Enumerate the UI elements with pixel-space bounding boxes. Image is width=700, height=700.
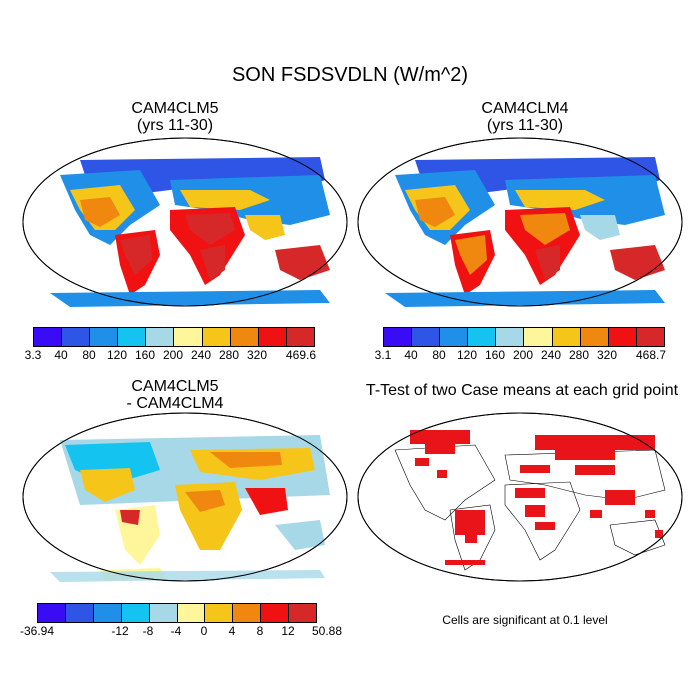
panel4-title: T-Test of two Case means at each grid po… [365, 382, 679, 399]
cb1-tick: 40 [54, 348, 68, 362]
cb2-tick: 120 [456, 348, 478, 362]
cb1-tick: 160 [134, 348, 156, 362]
cb2-tick: 40 [404, 348, 418, 362]
panel1-title-line2: (yrs 11-30) [136, 117, 214, 134]
figure-title: SON FSDSVDLN (W/m^2) [231, 64, 469, 86]
cb2-tick: 280 [568, 348, 590, 362]
panel1-map [22, 137, 348, 307]
colorbar3 [37, 603, 317, 623]
cb2-tick: 80 [432, 348, 446, 362]
cb3-tick: 8 [256, 624, 264, 638]
colorbar1 [33, 327, 315, 347]
cb2-tick: 240 [540, 348, 562, 362]
cb1-tick: 3.3 [24, 348, 42, 362]
cb3-tick: 12 [281, 624, 295, 638]
cb1-tick: 80 [82, 348, 96, 362]
panel3-title-line1: CAM4CLM5 [131, 378, 219, 395]
panel2-title: CAM4CLM4 (yrs 11-30) [425, 100, 625, 134]
significance-note: Cells are significant at 0.1 level [442, 613, 608, 627]
cb3-tick: -4 [170, 624, 182, 638]
panel2-title-line1: CAM4CLM4 [481, 100, 569, 117]
cb3-tick: -12 [111, 624, 129, 638]
cb2-tick: 3.1 [374, 348, 392, 362]
cb3-tick: -8 [142, 624, 154, 638]
cb1-tick: 320 [246, 348, 268, 362]
panel4-map [357, 412, 683, 582]
panel3-map [22, 412, 348, 582]
cb1-tick: 240 [190, 348, 212, 362]
colorbar1-ticks: 3.3 40 80 120 160 200 240 280 320 469.6 [25, 348, 317, 364]
cb3-tick: 0 [200, 624, 208, 638]
panel1-title: CAM4CLM5 (yrs 11-30) [75, 100, 275, 134]
colorbar2-ticks: 3.1 40 80 120 160 200 240 280 320 468.7 [375, 348, 667, 364]
panel3-title-line2: - CAM4CLM4 [126, 395, 224, 412]
cb1-tick: 280 [218, 348, 240, 362]
cb2-tick: 200 [512, 348, 534, 362]
cb1-tick: 469.6 [285, 348, 317, 362]
colorbar3-ticks: -36.94 -12 -8 -4 0 4 8 12 50.88 [20, 624, 342, 640]
cb2-tick: 160 [484, 348, 506, 362]
cb3-tick: -36.94 [19, 624, 55, 638]
cb1-tick: 200 [162, 348, 184, 362]
cb2-tick: 320 [596, 348, 618, 362]
panel1-title-line1: CAM4CLM5 [131, 100, 219, 117]
cb3-tick: 4 [228, 624, 236, 638]
cb2-tick: 468.7 [635, 348, 667, 362]
panel2-map [357, 137, 683, 307]
colorbar2 [383, 327, 665, 347]
panel2-title-line2: (yrs 11-30) [486, 117, 564, 134]
panel3-title: CAM4CLM5 - CAM4CLM4 [75, 378, 275, 412]
cb3-tick: 50.88 [311, 624, 343, 638]
cb1-tick: 120 [106, 348, 128, 362]
